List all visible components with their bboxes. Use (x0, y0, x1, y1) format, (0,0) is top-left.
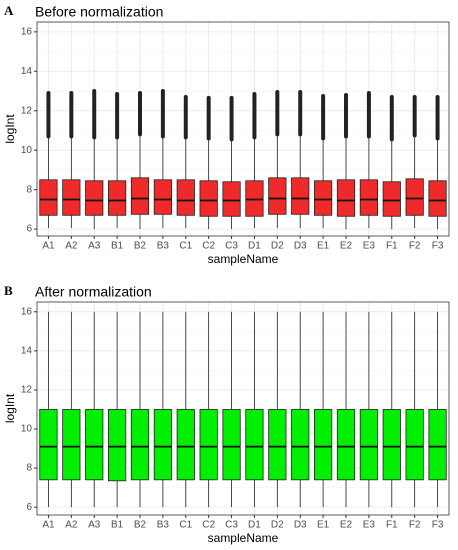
box (130, 409, 150, 481)
x-tick-label: E3 (363, 520, 376, 531)
x-tick-label: C3 (225, 241, 238, 252)
y-tick-label: 6 (26, 502, 32, 513)
box (428, 409, 447, 481)
box (85, 409, 104, 481)
x-tick-label: B3 (157, 520, 170, 531)
x-tick-label: D2 (271, 520, 284, 531)
x-tick-label: B2 (134, 241, 147, 252)
y-tick-label: 8 (26, 184, 32, 195)
box (108, 409, 127, 482)
box (108, 180, 127, 216)
box (85, 180, 104, 216)
y-tick-label: 14 (21, 345, 33, 356)
x-tick-label: E2 (340, 520, 353, 531)
box (268, 177, 287, 215)
x-axis-title: sampleName (208, 252, 279, 266)
box (39, 179, 58, 216)
y-tick-label: 16 (21, 27, 33, 38)
y-tick-label: 14 (21, 66, 33, 77)
box (62, 179, 81, 216)
x-tick-label: D1 (248, 241, 261, 252)
y-tick-label: 12 (21, 385, 33, 396)
box (245, 180, 264, 217)
y-tick-label: 6 (26, 224, 32, 235)
x-tick-label: D3 (294, 520, 307, 531)
box (222, 409, 241, 481)
x-tick-label: A2 (65, 520, 78, 531)
x-tick-label: A1 (42, 241, 55, 252)
panel-label: B (4, 283, 13, 298)
box (268, 409, 287, 481)
x-tick-label: A2 (65, 241, 78, 252)
x-tick-label: A3 (88, 241, 101, 252)
x-tick-label: E2 (340, 241, 353, 252)
x-axis-title: sampleName (208, 531, 279, 545)
box (130, 177, 150, 215)
x-tick-label: C1 (179, 520, 192, 531)
box (176, 409, 195, 481)
box (405, 178, 424, 216)
panel-label: A (4, 3, 14, 18)
box (153, 409, 172, 481)
box (382, 181, 401, 217)
x-tick-label: D2 (271, 241, 284, 252)
box (359, 409, 378, 481)
y-tick-label: 16 (21, 306, 33, 317)
x-tick-label: C3 (225, 520, 238, 531)
x-tick-label: E1 (317, 241, 330, 252)
x-tick-label: C2 (202, 520, 215, 531)
box (153, 179, 172, 215)
x-tick-label: F3 (432, 520, 444, 531)
box (245, 409, 264, 481)
x-tick-label: E1 (317, 520, 330, 531)
box (336, 409, 356, 481)
x-tick-label: D3 (294, 241, 307, 252)
x-tick-label: B3 (157, 241, 170, 252)
x-tick-label: D1 (248, 520, 261, 531)
x-tick-label: A1 (42, 520, 55, 531)
x-tick-label: C1 (179, 241, 192, 252)
x-tick-label: F1 (386, 520, 398, 531)
x-tick-label: F1 (386, 241, 398, 252)
plot-border (36, 21, 450, 237)
y-tick-label: 10 (21, 424, 33, 435)
box (428, 180, 447, 217)
x-tick-label: B2 (134, 520, 147, 531)
box (382, 409, 401, 481)
x-tick-label: B1 (111, 241, 124, 252)
y-axis-title: logInt (3, 114, 17, 144)
x-tick-label: F2 (409, 520, 421, 531)
box (39, 409, 58, 481)
box (291, 409, 310, 481)
box (222, 181, 241, 217)
box (199, 180, 218, 217)
box (176, 179, 195, 216)
plot-border (36, 301, 450, 516)
box (199, 409, 218, 481)
box (291, 177, 310, 215)
box (405, 409, 424, 481)
plot-background (37, 302, 449, 515)
box (314, 180, 333, 216)
x-tick-label: C2 (202, 241, 215, 252)
y-tick-label: 10 (21, 145, 33, 156)
x-tick-label: B1 (111, 520, 124, 531)
x-tick-label: E3 (363, 241, 376, 252)
x-tick-label: F2 (409, 241, 421, 252)
box (359, 179, 378, 216)
box (336, 179, 356, 217)
box (314, 409, 333, 481)
y-tick-label: 8 (26, 463, 32, 474)
chart-title: Before normalization (35, 4, 163, 20)
x-tick-label: A3 (88, 520, 101, 531)
plot-background (37, 22, 449, 236)
box (62, 409, 81, 481)
chart-title: After normalization (35, 284, 152, 300)
y-axis-title: logInt (3, 393, 17, 423)
y-tick-label: 12 (21, 105, 33, 116)
x-tick-label: F3 (432, 241, 444, 252)
